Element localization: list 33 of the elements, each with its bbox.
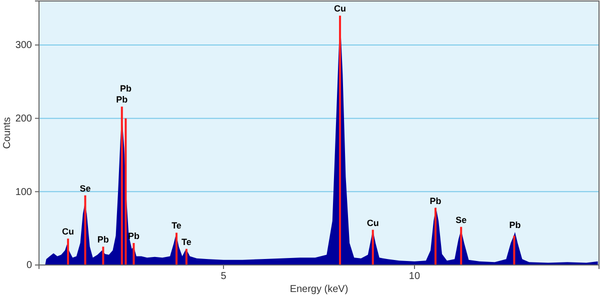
- x-axis-title: Energy (keV): [290, 284, 348, 295]
- y-axis-title: Counts: [2, 117, 13, 149]
- bar: [460, 226, 462, 265]
- y-tick-label: 300: [15, 40, 32, 52]
- bar: [84, 195, 86, 265]
- annotation: Pb: [97, 234, 110, 245]
- annotation: Pb: [120, 84, 132, 94]
- y-tick-label: 100: [15, 186, 32, 198]
- annotation: Se: [80, 183, 91, 194]
- y-tick-label: 200: [15, 114, 32, 125]
- annotation: Pb: [430, 196, 442, 206]
- annotation: Te: [182, 236, 192, 247]
- annotation: Cu: [366, 218, 379, 228]
- bar: [372, 230, 374, 265]
- bar: [185, 248, 188, 265]
- bar: [120, 106, 123, 265]
- bar: [176, 232, 178, 265]
- annotation: Te: [172, 220, 182, 231]
- annotation: Cu: [62, 226, 74, 237]
- annotation: Cu: [334, 4, 346, 14]
- y-tick-label: 0: [26, 260, 32, 272]
- annotation: Pb: [509, 220, 522, 230]
- bar: [132, 243, 135, 265]
- x-tick-label: 10: [408, 271, 420, 282]
- annotation: Pb: [116, 94, 128, 105]
- bar: [513, 236, 516, 265]
- bar: [102, 246, 104, 265]
- annotation: Pb: [128, 231, 140, 241]
- bar: [67, 238, 70, 265]
- bar: [339, 16, 342, 265]
- bar: [434, 208, 437, 265]
- annotation: Se: [456, 214, 467, 225]
- x-tick-label: 5: [220, 271, 227, 282]
